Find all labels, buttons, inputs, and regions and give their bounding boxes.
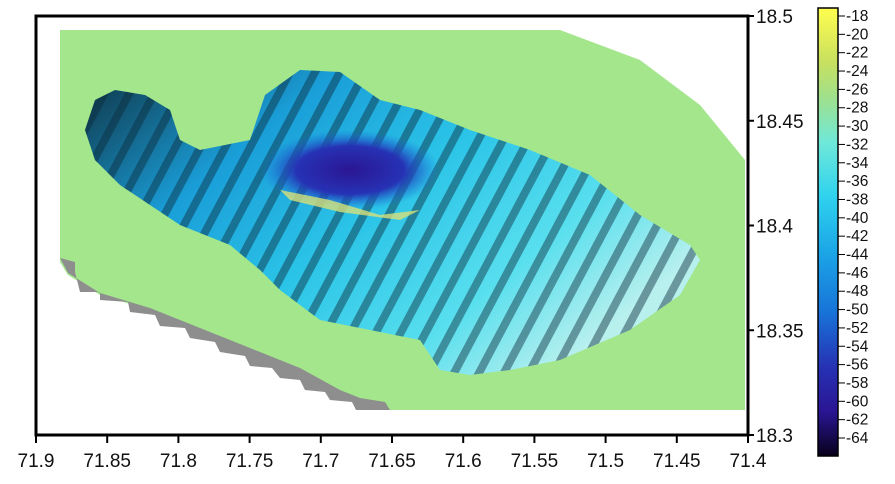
colorbar-label: -34	[846, 155, 869, 172]
x-tick-label: 71.65	[368, 451, 416, 472]
relief-ridges	[85, 70, 700, 375]
colorbar-label: -38	[846, 191, 868, 208]
x-tick-label: 71.5	[587, 451, 624, 472]
colorbar-label: -40	[846, 210, 869, 227]
x-tick-label: 71.85	[83, 451, 131, 472]
colorbar-label: -56	[846, 357, 868, 374]
y-tick-label: 18.45	[756, 112, 804, 133]
x-tick-label: 71.45	[653, 451, 701, 472]
colorbar-label: -18	[846, 8, 868, 25]
x-tick-label: 71.4	[730, 451, 767, 472]
colorbar-label: -32	[846, 136, 868, 153]
colorbar-label: -44	[846, 247, 869, 264]
x-tick-label: 71.9	[18, 451, 55, 472]
x-tick-label: 71.55	[511, 451, 559, 472]
colorbar-label: -64	[846, 430, 869, 447]
colorbar-label: -46	[846, 265, 868, 282]
y-tick-label: 18.4	[756, 217, 793, 238]
colorbar-labels: -18-20 -22-24-26 -28-30-32 -34-36-38 -40-42 -…	[838, 8, 869, 447]
y-tick-label: 18.3	[756, 426, 793, 447]
colorbar-label: -52	[846, 320, 868, 337]
colorbar-label: -22	[846, 45, 868, 62]
y-axis: 18.3 18.35 18.4 18.45 18.5	[748, 7, 804, 447]
colorbar-label: -48	[846, 283, 868, 300]
colorbar-label: -54	[846, 338, 869, 355]
colorbar-label: -58	[846, 375, 868, 392]
colorbar-label: -36	[846, 173, 868, 190]
x-tick-label: 71.75	[226, 451, 274, 472]
colorbar-label: -60	[846, 393, 869, 410]
yellow-ridge-highlight	[280, 190, 420, 220]
colorbar-label: -20	[846, 26, 869, 43]
colorbar-label: -42	[846, 228, 868, 245]
colorbar-label: -26	[846, 81, 868, 98]
x-tick-label: 71.8	[160, 451, 197, 472]
colorbar-label: -24	[846, 63, 869, 80]
colorbar-label: -30	[846, 118, 869, 135]
deep-basin	[260, 130, 440, 210]
colorbar	[817, 7, 839, 457]
colorbar-label: -28	[846, 100, 868, 117]
colorbar-label: -62	[846, 412, 868, 429]
x-tick-label: 71.6	[445, 451, 482, 472]
x-tick-label: 71.7	[302, 451, 339, 472]
y-tick-label: 18.35	[756, 321, 804, 342]
y-tick-label: 18.5	[756, 7, 793, 28]
x-axis: 71.9 71.85 71.8 71.75 71.7 71.65 71.6 71.55 71.5…	[18, 435, 767, 472]
colorbar-label: -50	[846, 302, 869, 319]
